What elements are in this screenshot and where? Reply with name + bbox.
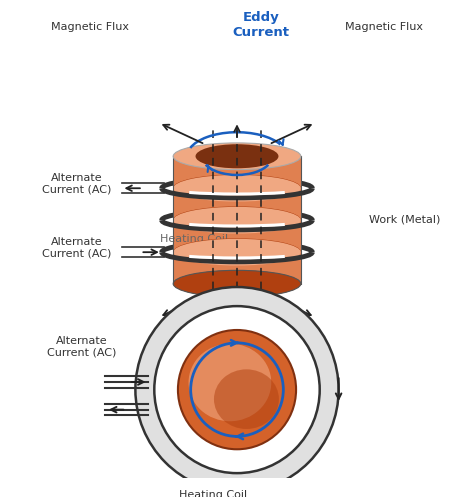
Ellipse shape (173, 270, 301, 297)
Ellipse shape (173, 239, 301, 265)
Ellipse shape (178, 330, 296, 449)
Ellipse shape (173, 239, 301, 265)
Ellipse shape (173, 206, 301, 233)
Text: Work (Metal): Work (Metal) (369, 215, 441, 225)
Polygon shape (173, 156, 301, 188)
Text: Magnetic Flux: Magnetic Flux (52, 22, 129, 32)
Ellipse shape (173, 270, 301, 297)
Text: Heating Coil: Heating Coil (179, 490, 247, 497)
Ellipse shape (173, 174, 301, 201)
Ellipse shape (173, 143, 301, 169)
Ellipse shape (173, 175, 301, 202)
Text: Alternate
Current (AC): Alternate Current (AC) (42, 237, 111, 258)
Text: Eddy
Current: Eddy Current (232, 10, 289, 39)
Polygon shape (173, 252, 301, 284)
Ellipse shape (155, 306, 319, 473)
Ellipse shape (136, 287, 338, 492)
Ellipse shape (214, 369, 279, 429)
Text: Eddy
Current: Eddy Current (209, 376, 265, 404)
Polygon shape (173, 188, 301, 220)
Text: Heating Coil: Heating Coil (160, 234, 228, 245)
Ellipse shape (196, 144, 278, 168)
Text: Magnetic Flux: Magnetic Flux (345, 22, 422, 32)
Text: Alternate
Current (AC): Alternate Current (AC) (42, 172, 111, 194)
Ellipse shape (189, 344, 271, 421)
Ellipse shape (173, 207, 301, 234)
Polygon shape (173, 220, 301, 251)
Text: Alternate
Current (AC): Alternate Current (AC) (47, 336, 116, 357)
